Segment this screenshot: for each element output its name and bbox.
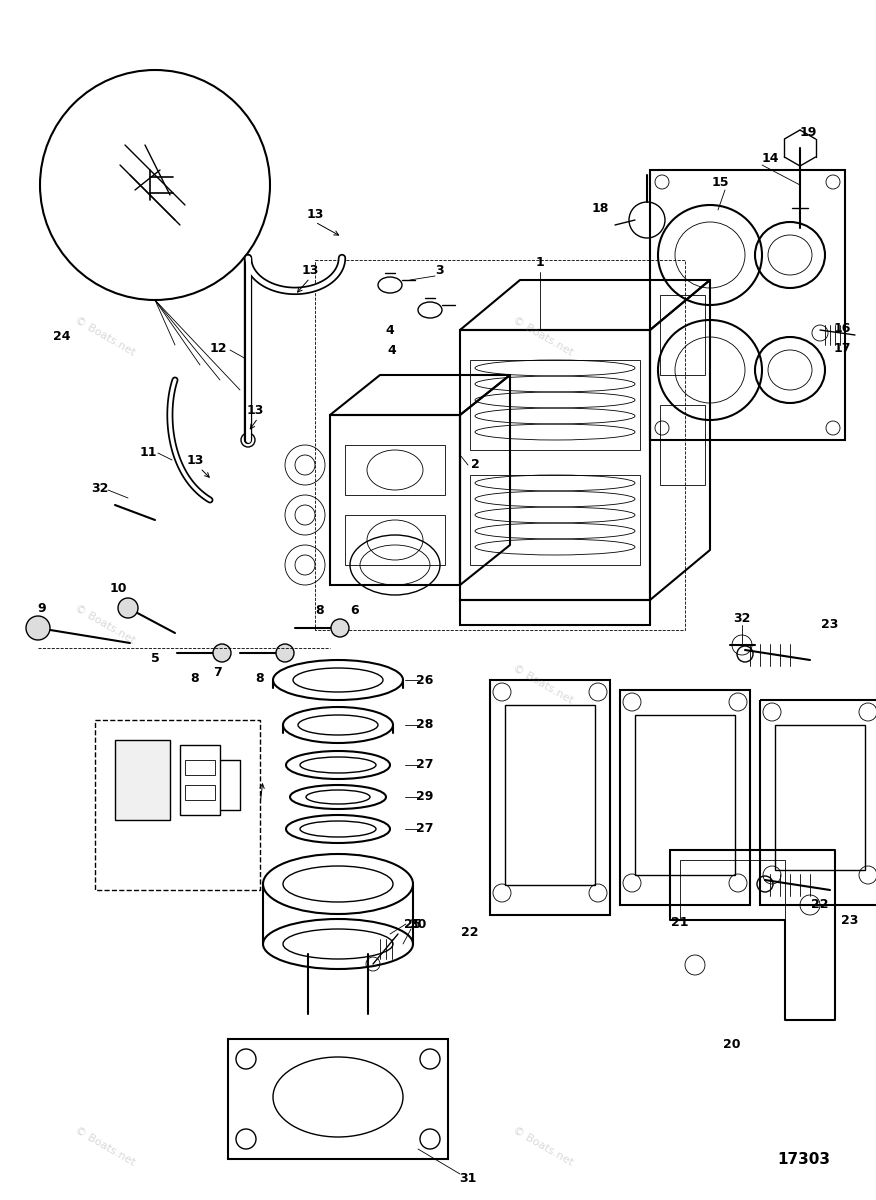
Text: 13: 13 [307,209,324,222]
Bar [490,680,610,914]
Text: 14: 14 [761,151,779,164]
Text: 31: 31 [459,1172,477,1186]
Text: 2: 2 [470,458,479,472]
Bar [650,170,845,440]
Text: © Boats.net: © Boats.net [74,314,137,358]
Circle shape [213,644,231,662]
Text: 6: 6 [350,604,359,617]
Text: 30: 30 [409,918,427,930]
Text: 18: 18 [591,202,609,215]
Text: © Boats.net: © Boats.net [512,314,575,358]
Bar [115,740,170,820]
Circle shape [118,598,138,618]
Text: 27: 27 [416,758,434,772]
Bar [185,785,215,800]
Bar [460,600,650,625]
Text: 26: 26 [416,673,434,686]
Text: 32: 32 [733,612,751,624]
Text: 32: 32 [91,481,109,494]
Text: © Boats.net: © Boats.net [74,602,137,646]
Bar [635,715,735,875]
Bar [345,515,445,565]
Text: © Boats.net: © Boats.net [512,662,575,706]
Circle shape [26,616,50,640]
Text: 29: 29 [416,791,434,804]
Text: 21: 21 [671,917,689,930]
Text: 13: 13 [246,403,264,416]
Text: 22: 22 [462,926,479,940]
Text: © Boats.net: © Boats.net [74,1124,137,1168]
Text: 12: 12 [209,342,227,354]
Text: 1: 1 [535,257,544,270]
Text: 20: 20 [724,1038,741,1051]
Text: 5: 5 [151,652,159,665]
Text: 23: 23 [841,913,858,926]
Bar [95,720,260,890]
Text: 11: 11 [139,446,157,460]
Bar [470,475,640,565]
Text: 10: 10 [110,582,127,594]
Bar [460,330,650,600]
Text: 8: 8 [256,672,265,684]
Text: 4: 4 [387,343,396,356]
Bar [660,404,705,485]
Text: 25: 25 [404,918,421,930]
Bar [760,700,876,905]
Bar [660,295,705,374]
Text: 19: 19 [799,126,816,138]
Text: 23: 23 [822,618,838,631]
Text: 4: 4 [385,324,394,336]
Text: 7: 7 [214,666,223,679]
Bar [775,725,865,870]
Bar [345,445,445,494]
Text: 17: 17 [833,342,851,354]
Bar [470,360,640,450]
Text: 3: 3 [435,264,444,276]
Text: 8: 8 [191,672,200,684]
Bar [180,745,220,815]
Text: 22: 22 [811,899,829,912]
Bar [185,760,215,775]
Bar [680,860,785,920]
Text: 13: 13 [187,454,204,467]
Bar [315,260,685,630]
Text: 13: 13 [301,264,319,276]
Bar [620,690,750,905]
Text: 24: 24 [53,330,71,343]
Text: 17303: 17303 [777,1152,830,1168]
Text: 28: 28 [416,719,434,732]
Bar [228,1039,448,1159]
Text: 9: 9 [38,601,46,614]
Text: 8: 8 [315,604,324,617]
Circle shape [276,644,294,662]
Text: © Boats.net: © Boats.net [512,1124,575,1168]
Text: 27: 27 [416,822,434,835]
Text: 15: 15 [711,176,729,190]
Bar [330,415,460,584]
Bar [505,704,595,886]
Circle shape [331,619,349,637]
Text: 16: 16 [833,322,851,335]
